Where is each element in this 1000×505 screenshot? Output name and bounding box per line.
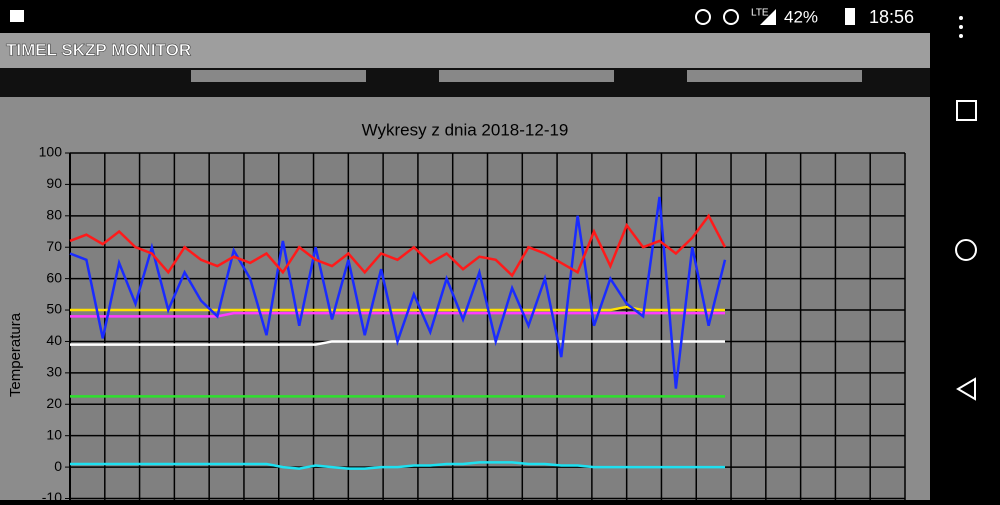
- dnd-icon: [695, 9, 711, 25]
- y-tick-label: 0: [54, 458, 62, 474]
- nav-bar: [930, 33, 1000, 500]
- y-axis-label: Temperatura: [7, 312, 24, 397]
- series-line: [69, 213, 727, 278]
- clock: 18:56: [869, 7, 914, 27]
- y-tick-label: 40: [46, 332, 62, 348]
- home-button[interactable]: [955, 239, 977, 261]
- y-tick-label: 20: [46, 395, 62, 411]
- y-tick-label: 50: [46, 301, 62, 317]
- tab[interactable]: [191, 70, 366, 82]
- alarm-icon: [723, 9, 739, 25]
- battery-text: 42%: [784, 7, 818, 26]
- series-line: [69, 196, 727, 389]
- tab[interactable]: [687, 70, 862, 82]
- menu-dot[interactable]: [959, 16, 963, 20]
- battery-icon: [845, 8, 855, 25]
- menu-dot: [959, 25, 963, 29]
- back-button[interactable]: [956, 377, 976, 401]
- y-tick-label: 10: [46, 426, 62, 442]
- status-bar: [0, 0, 1000, 33]
- chart-title: Wykresy z dnia 2018-12-19: [362, 120, 569, 139]
- series-line: [70, 311, 725, 318]
- recents-button[interactable]: [956, 100, 977, 121]
- signal-icon: [760, 9, 776, 25]
- network: LTE: [751, 8, 769, 19]
- y-tick-label: 90: [46, 175, 62, 191]
- y-tick-label: 30: [46, 364, 62, 380]
- series-line: [70, 461, 725, 470]
- y-tick-label: 100: [39, 144, 63, 160]
- tab[interactable]: [439, 70, 614, 82]
- series-line: [70, 305, 725, 312]
- y-tick-label: 60: [46, 269, 62, 285]
- image-icon: [10, 10, 24, 22]
- app-title: TIMEL SKZP MONITOR: [6, 40, 191, 59]
- menu-dot: [959, 34, 963, 38]
- app-bar: [0, 33, 930, 68]
- y-tick-label: -10: [42, 489, 62, 500]
- y-tick-label: 80: [46, 207, 62, 223]
- y-tick-label: 70: [46, 238, 62, 254]
